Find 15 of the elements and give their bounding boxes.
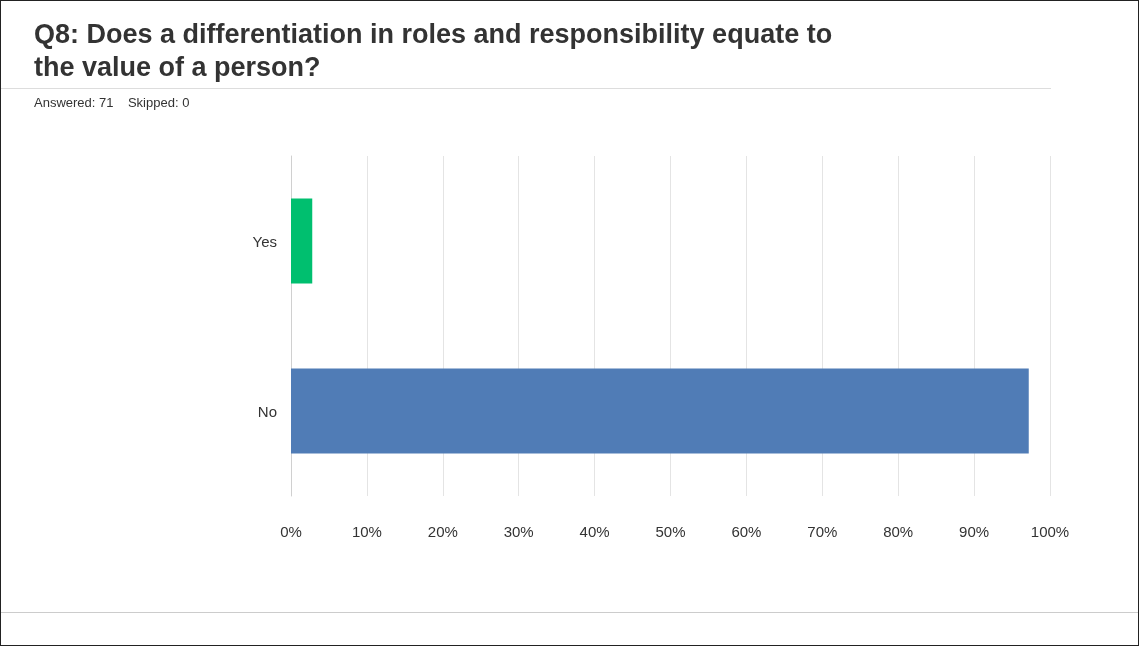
x-tick-label: 10% bbox=[351, 523, 382, 540]
x-tick-label: 60% bbox=[731, 523, 762, 540]
y-tick-label: No bbox=[257, 402, 277, 420]
x-tick-label: 20% bbox=[427, 523, 458, 540]
chart-title: Q8: Does a differentiation in roles and responsibility equate to the value of a person? bbox=[1, 1, 1051, 89]
y-tick-label: Yes bbox=[252, 232, 277, 250]
x-tick-label: 100% bbox=[1030, 523, 1070, 540]
x-tick-label: 50% bbox=[655, 523, 686, 540]
x-tick-label: 30% bbox=[503, 523, 534, 540]
x-tick-label: 80% bbox=[883, 523, 914, 540]
x-tick-label: 70% bbox=[807, 523, 838, 540]
x-tick-label: 90% bbox=[959, 523, 990, 540]
text: Answered: 71 Skipped: 0 bbox=[33, 94, 191, 110]
x-tick-label: 40% bbox=[579, 523, 610, 540]
x-tick-label: 0% bbox=[280, 523, 302, 540]
